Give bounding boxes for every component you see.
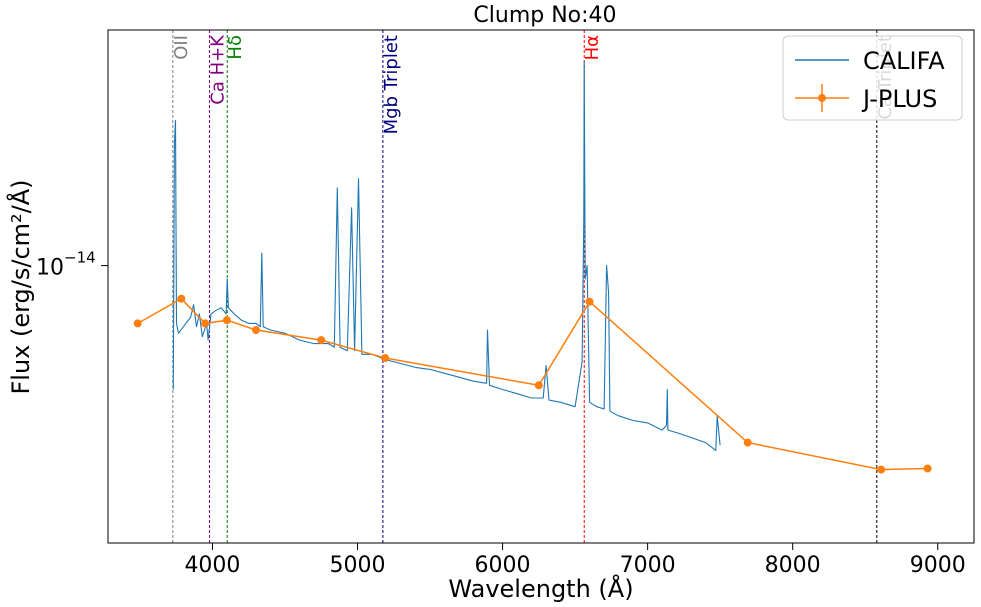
reference-line-label-2: Hδ <box>225 35 246 60</box>
califa-spectrum-line <box>172 60 721 451</box>
legend-califa-label: CALIFA <box>863 47 945 75</box>
legend-jplus-marker <box>818 94 826 102</box>
jplus-point-9 <box>743 438 752 447</box>
y-tick-exponent: −14 <box>64 249 96 267</box>
jplus-point-8 <box>585 297 594 306</box>
jplus-point-2 <box>201 319 210 328</box>
x-axis: 4000 5000 6000 7000 8000 9000 <box>184 543 966 578</box>
legend-box <box>782 35 963 121</box>
y-tick-label: 10−14 <box>36 249 96 281</box>
reference-line-label-4: Hα <box>582 35 603 60</box>
jplus-point-6 <box>381 354 390 362</box>
plot-area-frame <box>107 29 975 544</box>
y-axis-label: Flux (erg/s/cm²/Å) <box>6 179 35 394</box>
reference-line-label-0: OII <box>171 35 192 60</box>
jplus-line <box>137 297 928 471</box>
series-layer <box>133 60 932 474</box>
x-tick-label-2: 6000 <box>475 553 531 578</box>
x-axis-label: Wavelength (Å) <box>448 574 633 603</box>
x-tick-label-3: 7000 <box>620 553 676 578</box>
jplus-point-10 <box>877 465 886 474</box>
reference-line-label-3: Mgb Triplet <box>381 35 402 134</box>
legend: CALIFA J-PLUS <box>782 35 963 121</box>
jplus-point-3 <box>222 316 231 325</box>
legend-jplus-label: J-PLUS <box>861 85 937 113</box>
x-tick-label-1: 5000 <box>330 553 386 578</box>
y-axis: 10−14 <box>36 249 108 281</box>
jplus-point-1 <box>177 294 186 303</box>
reference-line-label-1: Ca H+K <box>208 34 229 105</box>
jplus-point-11 <box>923 464 932 473</box>
chart-title: Clump No:40 <box>473 3 616 28</box>
jplus-point-7 <box>534 381 543 390</box>
x-tick-label-5: 9000 <box>910 553 966 578</box>
jplus-point-0 <box>133 319 142 328</box>
x-tick-label-0: 4000 <box>184 553 240 578</box>
x-tick-label-4: 8000 <box>765 553 821 578</box>
jplus-point-5 <box>317 336 326 345</box>
y-tick-base: 10 <box>36 256 64 281</box>
jplus-point-4 <box>252 326 260 334</box>
